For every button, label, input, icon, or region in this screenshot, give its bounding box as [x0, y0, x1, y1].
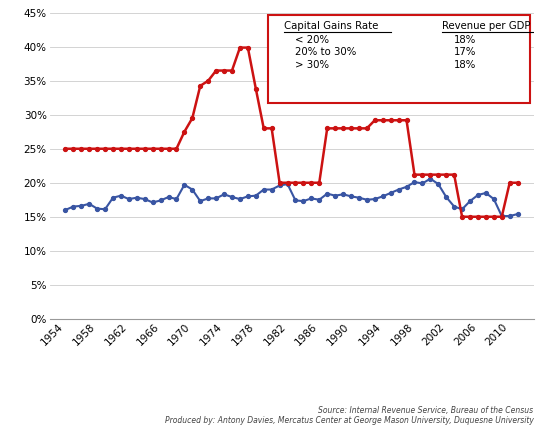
Text: > 30%: > 30%	[295, 60, 329, 70]
Text: Source: Internal Revenue Service, Bureau of the Census
Produced by: Antony Davie: Source: Internal Revenue Service, Bureau…	[164, 406, 534, 425]
Text: 18%: 18%	[454, 34, 476, 45]
Text: 17%: 17%	[454, 47, 476, 57]
Text: Revenue per GDP: Revenue per GDP	[442, 21, 531, 31]
FancyBboxPatch shape	[268, 15, 530, 102]
Text: Capital Gains Rate: Capital Gains Rate	[284, 21, 378, 31]
Text: 18%: 18%	[454, 60, 476, 70]
Text: 20% to 30%: 20% to 30%	[295, 47, 357, 57]
Text: < 20%: < 20%	[295, 34, 329, 45]
